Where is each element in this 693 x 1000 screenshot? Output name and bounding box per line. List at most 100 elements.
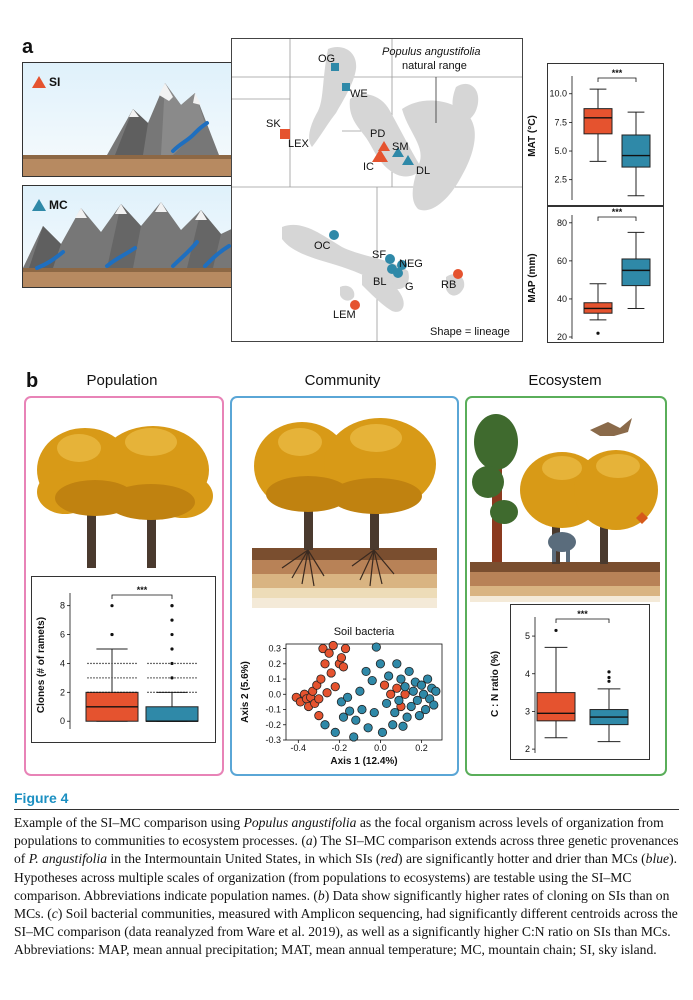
y-tick-label: 0.0: [268, 689, 281, 699]
jitter-point: [195, 677, 197, 679]
jitter-point: [150, 691, 152, 694]
y-tick-label: 2: [60, 687, 65, 697]
jitter-point: [93, 662, 95, 665]
scatter-title: Soil bacteria: [334, 626, 395, 638]
box-mc: [621, 134, 651, 168]
jitter-point: [99, 677, 101, 679]
scatter-point-mc: [357, 704, 367, 715]
jitter-point: [105, 691, 107, 694]
cn-y-label: C : N ratio (%): [490, 651, 501, 717]
y-tick-label: -0.3: [265, 735, 281, 745]
map-label-we: WE: [350, 88, 368, 100]
caption-segment: Example of the SI–MC comparison using: [14, 815, 244, 830]
jitter-point: [171, 691, 173, 694]
ecosystem-illustration: [470, 414, 660, 602]
jitter-point: [189, 662, 191, 665]
jitter-point: [153, 691, 155, 694]
caption-segment: blue: [645, 851, 670, 867]
jitter-point: [192, 662, 194, 665]
scatter-point-si: [336, 653, 347, 663]
scatter-point-si: [386, 689, 396, 699]
y-tick-label: -0.2: [265, 720, 281, 730]
cn-axis-label: C : N ratio (%): [490, 651, 501, 717]
jitter-point: [159, 691, 161, 694]
scatter-point-si: [326, 668, 336, 678]
map-label-sm: SM: [392, 141, 409, 153]
jitter-point: [186, 662, 188, 665]
jitter-point: [150, 677, 152, 679]
jitter-point: [162, 691, 164, 694]
outlier-point: [110, 632, 114, 637]
jitter-point: [108, 662, 110, 665]
map-label-ic: IC: [363, 161, 374, 173]
caption-segment: a: [305, 833, 313, 849]
y-tick-label: 5: [525, 631, 530, 641]
jitter-point: [126, 662, 128, 665]
y-tick-label: 0: [60, 716, 65, 726]
jitter-point: [129, 691, 131, 694]
jitter-point: [165, 691, 167, 694]
jitter-point: [180, 662, 182, 665]
scatter-point-mc: [345, 706, 355, 716]
mountain-chain-scene: MC: [22, 185, 243, 288]
jitter-point: [186, 677, 188, 679]
mountain-chain-triangle-icon: [32, 199, 46, 211]
jitter-point: [153, 662, 155, 665]
box-mc: [145, 706, 199, 722]
jitter-point: [129, 662, 131, 665]
scatter-point-mc: [361, 666, 371, 677]
jitter-point: [195, 691, 197, 694]
significance-label: ***: [577, 609, 588, 619]
y-tick-label: 60: [557, 256, 567, 266]
significance-bracket: [597, 77, 637, 82]
y-tick-label: 20: [557, 332, 567, 342]
scatter-point-mc: [396, 674, 406, 684]
jitter-point: [102, 691, 104, 694]
jitter-point: [168, 677, 170, 679]
sky-island-triangle-icon: [32, 76, 46, 88]
scatter-point-si: [314, 694, 324, 704]
jitter-point: [171, 677, 173, 679]
outlier-point: [607, 675, 611, 680]
jitter-point: [189, 691, 191, 694]
range-map: Populus angustifolia natural range OG WE…: [231, 38, 523, 342]
jitter-point: [168, 691, 170, 694]
scatter-point-mc: [381, 698, 392, 709]
scatter-point-si: [324, 648, 334, 658]
box-mc: [621, 258, 651, 287]
scatter-point-mc: [342, 692, 353, 702]
x-tick-label: 0.0: [374, 743, 387, 753]
jitter-point: [183, 662, 185, 665]
jitter-point: [93, 677, 95, 679]
scatter-point-mc: [388, 720, 398, 730]
jitter-point: [96, 662, 98, 665]
jitter-point: [123, 691, 125, 694]
scatter-point-mc: [429, 700, 439, 710]
jitter-point: [120, 662, 122, 665]
map-label-bl: BL: [373, 276, 387, 288]
x-tick-label: -0.4: [291, 743, 307, 753]
jitter-point: [156, 691, 158, 694]
outlier-point: [554, 628, 558, 633]
jitter-point: [147, 662, 149, 665]
jitter-point: [135, 662, 137, 665]
jitter-point: [156, 677, 158, 679]
jitter-point: [159, 677, 161, 679]
map-label-pd: PD: [370, 128, 386, 140]
jitter-point: [162, 662, 164, 665]
y-tick-label: 8: [60, 601, 65, 611]
scatter-point-mc: [369, 707, 379, 718]
scatter-point-mc: [390, 707, 400, 718]
caption-divider: [14, 809, 679, 810]
scatter-point-mc: [400, 682, 410, 692]
caption-segment: ). Hypotheses across multiple scales of …: [14, 851, 677, 903]
y-tick-label: 3: [525, 706, 530, 716]
soil-bacteria-scatter: Soil bacteria -0.4 -0.2 0.0 0.2 -0.3 -0.2 -0.1 0…: [240, 626, 443, 767]
scatter-point-si: [316, 674, 326, 684]
map-label-oc: OC: [314, 240, 331, 252]
scatter-point-mc: [338, 712, 349, 722]
outlier-point: [607, 670, 611, 674]
scatter-point-mc: [412, 695, 422, 705]
map-shape-note: Shape = lineage: [430, 326, 510, 338]
y-tick-label: 2: [525, 744, 530, 754]
